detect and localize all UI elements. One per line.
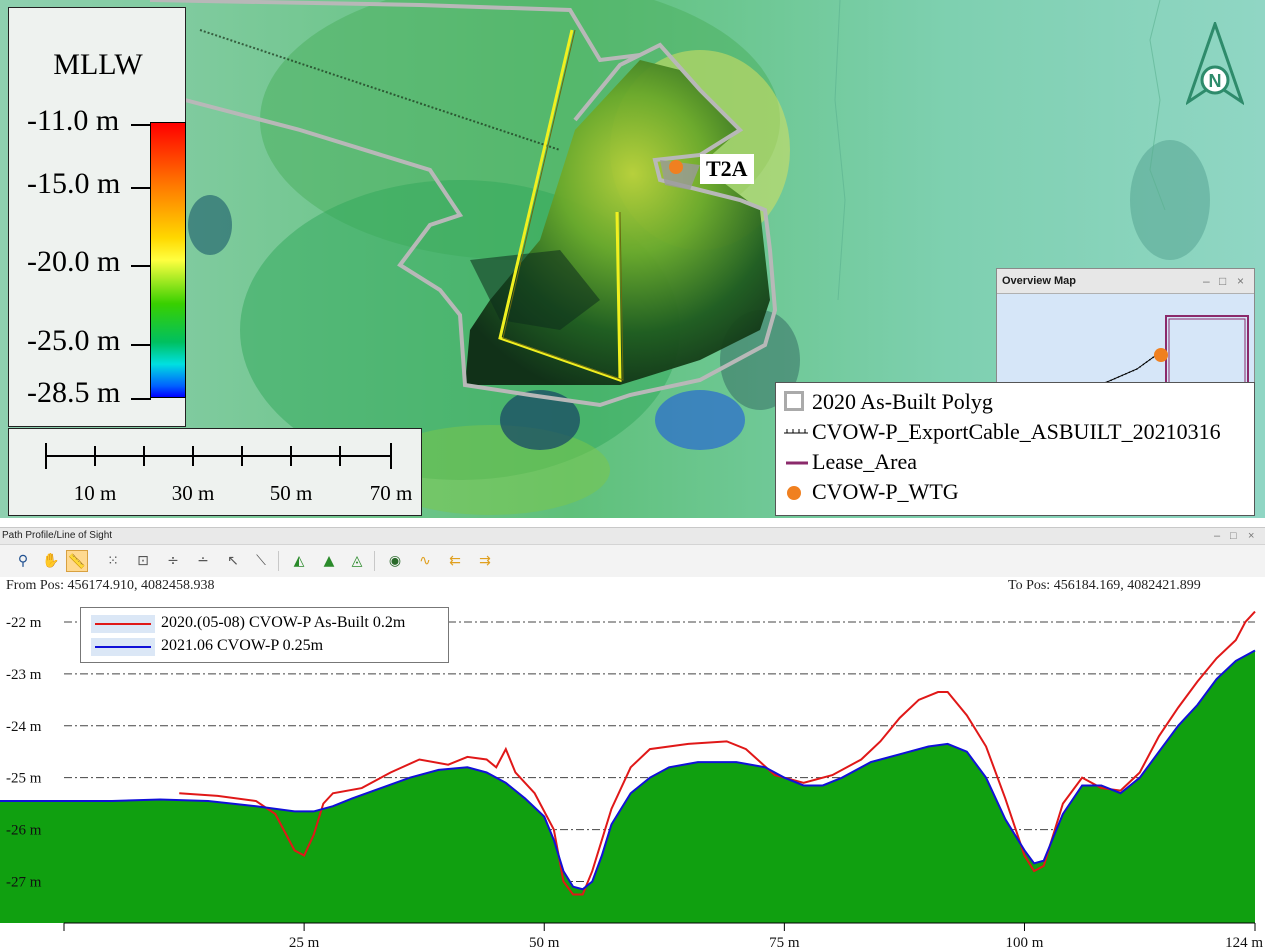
maximize-button[interactable]: □ xyxy=(1230,530,1237,542)
y-tick-label: -22 m xyxy=(6,615,42,631)
toolbar-separator xyxy=(374,551,375,571)
grid-dots-icon[interactable]: ⁙ xyxy=(107,553,119,569)
cable-line-icon xyxy=(784,429,808,434)
elevation-label: -11.0 m xyxy=(27,104,120,137)
lease-line-icon xyxy=(786,461,808,465)
layer-legend: 2020 As-Built Polyg CVOW-P_ExportCable_A… xyxy=(775,382,1255,516)
scale-bar: 10 m 30 m 50 m 70 m xyxy=(8,428,422,516)
close-button[interactable]: × xyxy=(1237,274,1245,288)
terrain-fill-icon[interactable]: ▲ xyxy=(323,553,335,569)
wtg-point-marker xyxy=(669,160,683,174)
pan-hand-icon[interactable]: ✋ xyxy=(42,553,60,569)
colorbar-tick xyxy=(131,187,151,189)
minimize-button[interactable]: – xyxy=(1203,274,1210,288)
scale-label: 10 m xyxy=(73,481,117,505)
from-position: From Pos: 456174.910, 4082458.938 xyxy=(6,578,215,593)
layer-label: 2020 As-Built Polyg xyxy=(812,389,993,414)
y-tick-label: -23 m xyxy=(6,667,42,683)
split-dash-icon[interactable]: ∸ xyxy=(197,553,209,569)
map-view[interactable]: MLLW -11.0 m -15.0 m -20.0 m -25.0 m -28… xyxy=(0,0,1265,518)
layer-label: CVOW-P_ExportCable_ASBUILT_20210316 xyxy=(812,419,1221,444)
legend-label: 2021.06 CVOW-P 0.25m xyxy=(161,637,324,654)
legend-title: MLLW xyxy=(53,48,143,81)
scale-label: 70 m xyxy=(369,481,413,505)
y-tick-label: -24 m xyxy=(6,719,42,735)
terrain-fill-area xyxy=(64,650,1255,923)
minimize-button[interactable]: – xyxy=(1214,530,1221,542)
elevation-label: -15.0 m xyxy=(27,167,121,200)
y-tick-label: -26 m xyxy=(6,823,42,839)
elevation-label: -25.0 m xyxy=(27,324,121,357)
profile-legend: 2020.(05-08) CVOW-P As-Built 0.2m 2021.0… xyxy=(80,607,449,663)
layer-label: Lease_Area xyxy=(812,449,918,474)
x-tick-label: 100 m xyxy=(1006,935,1044,951)
profile-panel-title: Path Profile/Line of Sight xyxy=(2,530,113,541)
point-label: T2A xyxy=(700,154,754,184)
legend-swatch xyxy=(91,638,155,656)
elevation-label: -28.5 m xyxy=(27,376,121,409)
elevation-label: -20.0 m xyxy=(27,245,121,278)
colorbar-tick xyxy=(131,344,151,346)
legend-label: 2020.(05-08) CVOW-P As-Built 0.2m xyxy=(161,614,406,631)
cursor-line-icon[interactable]: ⟍ xyxy=(256,553,266,569)
maximize-button[interactable]: □ xyxy=(1219,274,1227,288)
scale-label: 30 m xyxy=(171,481,215,505)
profile-chart[interactable]: -22 m -23 m -24 m -25 m -26 m -27 m 25 m 50 m 75… xyxy=(0,596,1265,951)
line-chart-icon[interactable]: ∿ xyxy=(419,553,431,569)
split-line-icon[interactable]: ÷ xyxy=(167,553,179,569)
colorbar-tick xyxy=(131,398,151,400)
eye-view-icon[interactable]: ◉ xyxy=(388,553,402,569)
series-swatch-line xyxy=(95,646,151,648)
y-tick-label: -27 m xyxy=(6,874,42,890)
bathymetry-map[interactable] xyxy=(0,0,1265,518)
layer-label: CVOW-P_WTG xyxy=(812,479,959,504)
terrain-fill-strip xyxy=(0,801,64,923)
overview-title-bar[interactable]: Overview Map – □ × xyxy=(997,269,1254,294)
x-tick-label: 50 m xyxy=(529,935,560,951)
terrain-profile-icon[interactable]: ◭ xyxy=(293,553,305,569)
close-button[interactable]: × xyxy=(1248,530,1255,542)
elevation-legend: MLLW -11.0 m -15.0 m -20.0 m -25.0 m -28… xyxy=(8,7,186,427)
x-tick-label: 75 m xyxy=(769,935,800,951)
zoom-in-icon[interactable]: ⚲ xyxy=(17,553,29,569)
profile-panel-title-bar[interactable]: Path Profile/Line of Sight – □ × xyxy=(0,527,1265,545)
x-tick-label: 124 m xyxy=(1225,935,1263,951)
elevation-colorbar xyxy=(150,122,186,398)
series-swatch-line xyxy=(95,623,151,625)
colorbar-tick xyxy=(131,124,151,126)
north-arrow-icon: N xyxy=(1185,19,1245,111)
polygon-layer-icon xyxy=(784,391,804,411)
terrain-zoom-icon[interactable]: ◬ xyxy=(351,553,363,569)
colorbar-tick xyxy=(131,265,151,267)
profile-series-line-2 xyxy=(64,649,1256,891)
legend-swatch xyxy=(91,615,155,633)
arrow-right-icon[interactable]: ⇉ xyxy=(479,553,491,569)
grid-select-icon[interactable]: ⊡ xyxy=(137,553,149,569)
arrow-left-icon[interactable]: ⇇ xyxy=(449,553,461,569)
pointer-icon[interactable]: ↖ xyxy=(227,553,239,569)
to-position: To Pos: 456184.169, 4082421.899 xyxy=(1008,578,1201,593)
scale-label: 50 m xyxy=(269,481,313,505)
scale-bar-ruler xyxy=(45,443,392,469)
profile-toolbar: ⚲ ✋ 📏 ⁙ ⊡ ÷ ∸ ↖ ⟍ ◭ ▲ ◬ ◉ ∿ ⇇ ⇉ xyxy=(0,545,1265,577)
toolbar-separator xyxy=(278,551,279,571)
overview-title: Overview Map xyxy=(1002,275,1076,287)
x-tick-label: 25 m xyxy=(289,935,320,951)
wtg-point-icon xyxy=(787,486,801,500)
ruler-icon[interactable]: 📏 xyxy=(66,550,88,572)
north-letter: N xyxy=(1209,71,1222,91)
y-tick-label: -25 m xyxy=(6,771,42,787)
